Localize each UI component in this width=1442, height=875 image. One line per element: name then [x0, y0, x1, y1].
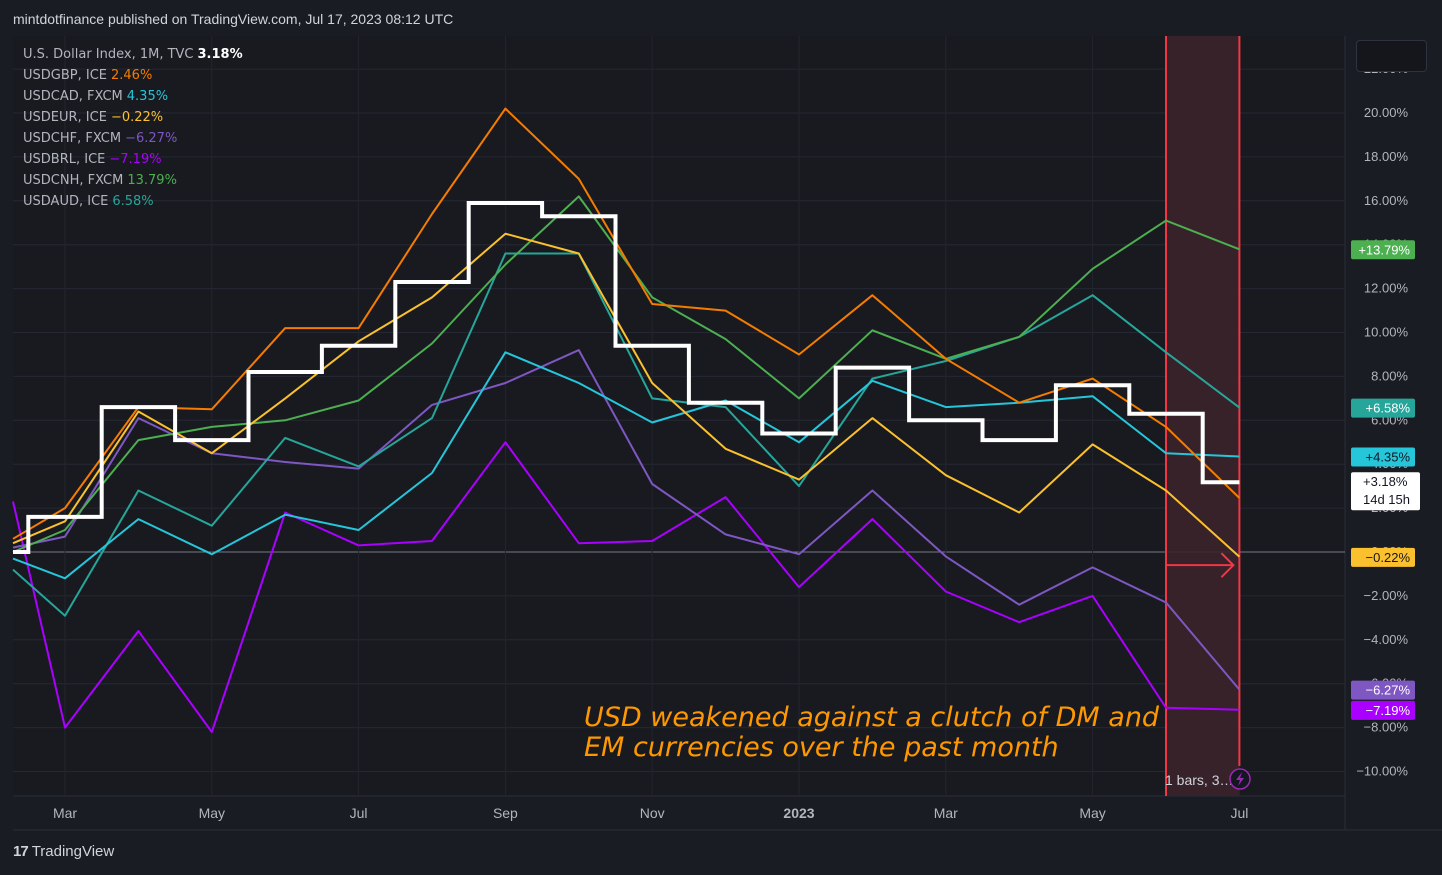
tradingview-logo-icon: 17 [13, 843, 29, 860]
highlight-arrow-head [1220, 552, 1235, 578]
series-layer [12, 107, 1241, 733]
price-label-text: +4.35% [1366, 450, 1411, 465]
header: mintdotfinance published on TradingView.… [0, 0, 1442, 36]
price-label-text: −0.22% [1366, 550, 1411, 565]
x-tick-label: May [199, 805, 225, 821]
series-line [12, 351, 1240, 580]
publisher-line: mintdotfinance published on TradingView.… [13, 11, 454, 27]
tradingview-brand: TradingView [31, 843, 115, 860]
legend-item-value: 2.46% [111, 68, 153, 83]
price-label-text: +6.58% [1366, 401, 1411, 416]
legend: U.S. Dollar Index, 1M, TVC 3.18% USDGBP, I… [23, 44, 243, 212]
x-tick-label: Mar [934, 805, 958, 821]
legend-item-value: 6.58% [112, 194, 154, 209]
y-tick-label: −4.00% [1364, 632, 1409, 647]
price-label-text: +13.79% [1358, 242, 1410, 257]
legend-item-value: −0.22% [110, 110, 164, 125]
countdown-box [1351, 472, 1420, 511]
y-tick-label: 10.00% [1364, 325, 1409, 340]
price-label-box [1351, 680, 1415, 700]
series-line [12, 441, 1240, 733]
x-tick-label: 2023 [783, 805, 814, 821]
price-label-box [1351, 700, 1415, 720]
legend-item-value: −6.27% [125, 131, 178, 146]
legend-item[interactable]: USDCAD, FXCM 4.35% [23, 86, 243, 107]
price-label-box [1351, 240, 1415, 260]
legend-item-value: −7.19% [109, 152, 162, 167]
price-label: +13.79% [1351, 240, 1415, 260]
annotation-layer: USD weakened against a clutch of DM andE… [584, 702, 1251, 790]
x-tick-label: Nov [640, 805, 665, 821]
price-label-box [1351, 447, 1415, 467]
price-label: −6.27% [1351, 680, 1415, 700]
legend-item-name: USDBRL, ICE [23, 152, 106, 167]
legend-item-name: USDCAD, FXCM [23, 89, 123, 104]
legend-item[interactable]: USDAUD, ICE 6.58% [23, 191, 243, 212]
legend-item[interactable]: USDEUR, ICE −0.22% [23, 107, 243, 128]
countdown-time: 14d 15h [1363, 492, 1410, 507]
legend-item[interactable]: USDCHF, FXCM −6.27% [23, 128, 243, 149]
y-tick-label: 16.00% [1364, 193, 1409, 208]
legend-item-name: USDAUD, ICE [23, 194, 109, 209]
price-label-box [1351, 398, 1415, 418]
tradingview-logo[interactable]: 17 TradingView [13, 843, 114, 860]
price-label: +4.35% [1351, 447, 1415, 467]
y-tick-label: 18.00% [1364, 149, 1409, 164]
y-tick-label: 8.00% [1371, 368, 1408, 383]
y-tick-label: −8.00% [1364, 720, 1409, 735]
annotation-line-1: USD weakened against a clutch of DM and [584, 702, 1160, 733]
annotation-line-2: EM currencies over the past month [584, 732, 1059, 763]
price-label-text: −6.27% [1366, 683, 1411, 698]
plot-area [13, 36, 1345, 796]
legend-item[interactable]: USDBRL, ICE −7.19% [23, 149, 243, 170]
price-label: −0.22% [1351, 547, 1415, 567]
countdown-label: +3.18% 14d 15h [1351, 472, 1420, 511]
chart-settings-box[interactable] [1356, 40, 1427, 72]
price-label: +6.58% [1351, 398, 1415, 418]
grid [13, 36, 1442, 831]
x-axis: Mar May Jul Sep Nov 2023 Mar May Jul [53, 805, 1248, 821]
legend-item-value: 3.18% [197, 47, 243, 62]
x-tick-label: May [1079, 805, 1105, 821]
legend-item-name: USDCNH, FXCM [23, 173, 124, 188]
lightning-bolt-icon [1236, 772, 1244, 786]
y-axis: −10.00%−8.00%−6.00%−4.00%−2.00%0.00%2.00… [1356, 61, 1408, 778]
price-label: −7.19% [1351, 700, 1415, 720]
legend-item[interactable]: U.S. Dollar Index, 1M, TVC 3.18% [23, 44, 243, 65]
y-tick-label: −2.00% [1364, 588, 1409, 603]
x-tick-label: Jul [1230, 805, 1248, 821]
x-tick-label: Sep [493, 805, 518, 821]
y-tick-label: −10.00% [1356, 764, 1408, 779]
legend-item[interactable]: USDGBP, ICE 2.46% [23, 65, 243, 86]
legend-item-name: USDGBP, ICE [23, 68, 107, 83]
x-tick-label: Jul [350, 805, 368, 821]
price-label-box [1351, 547, 1415, 567]
legend-item[interactable]: USDCNH, FXCM 13.79% [23, 170, 243, 191]
countdown-price: +3.18% [1363, 474, 1408, 489]
price-label-text: −7.19% [1366, 703, 1411, 718]
x-tick-label: Mar [53, 805, 77, 821]
legend-item-name: U.S. Dollar Index, 1M, TVC [23, 47, 194, 62]
y-tick-label: 12.00% [1364, 281, 1409, 296]
highlight-range [1165, 36, 1241, 796]
legend-item-value: 4.35% [126, 89, 169, 104]
price-labels: +13.79%+6.58%+4.35%+2.46%−0.22%−6.27%−7.… [1351, 240, 1420, 720]
legend-item-value: 13.79% [127, 173, 177, 188]
legend-item-name: USDCHF, FXCM [23, 131, 122, 146]
legend-item-name: USDEUR, ICE [23, 110, 107, 125]
range-label: 1 bars, 3… [1165, 772, 1233, 788]
y-tick-label: 20.00% [1364, 105, 1409, 120]
series-line [13, 201, 1240, 554]
